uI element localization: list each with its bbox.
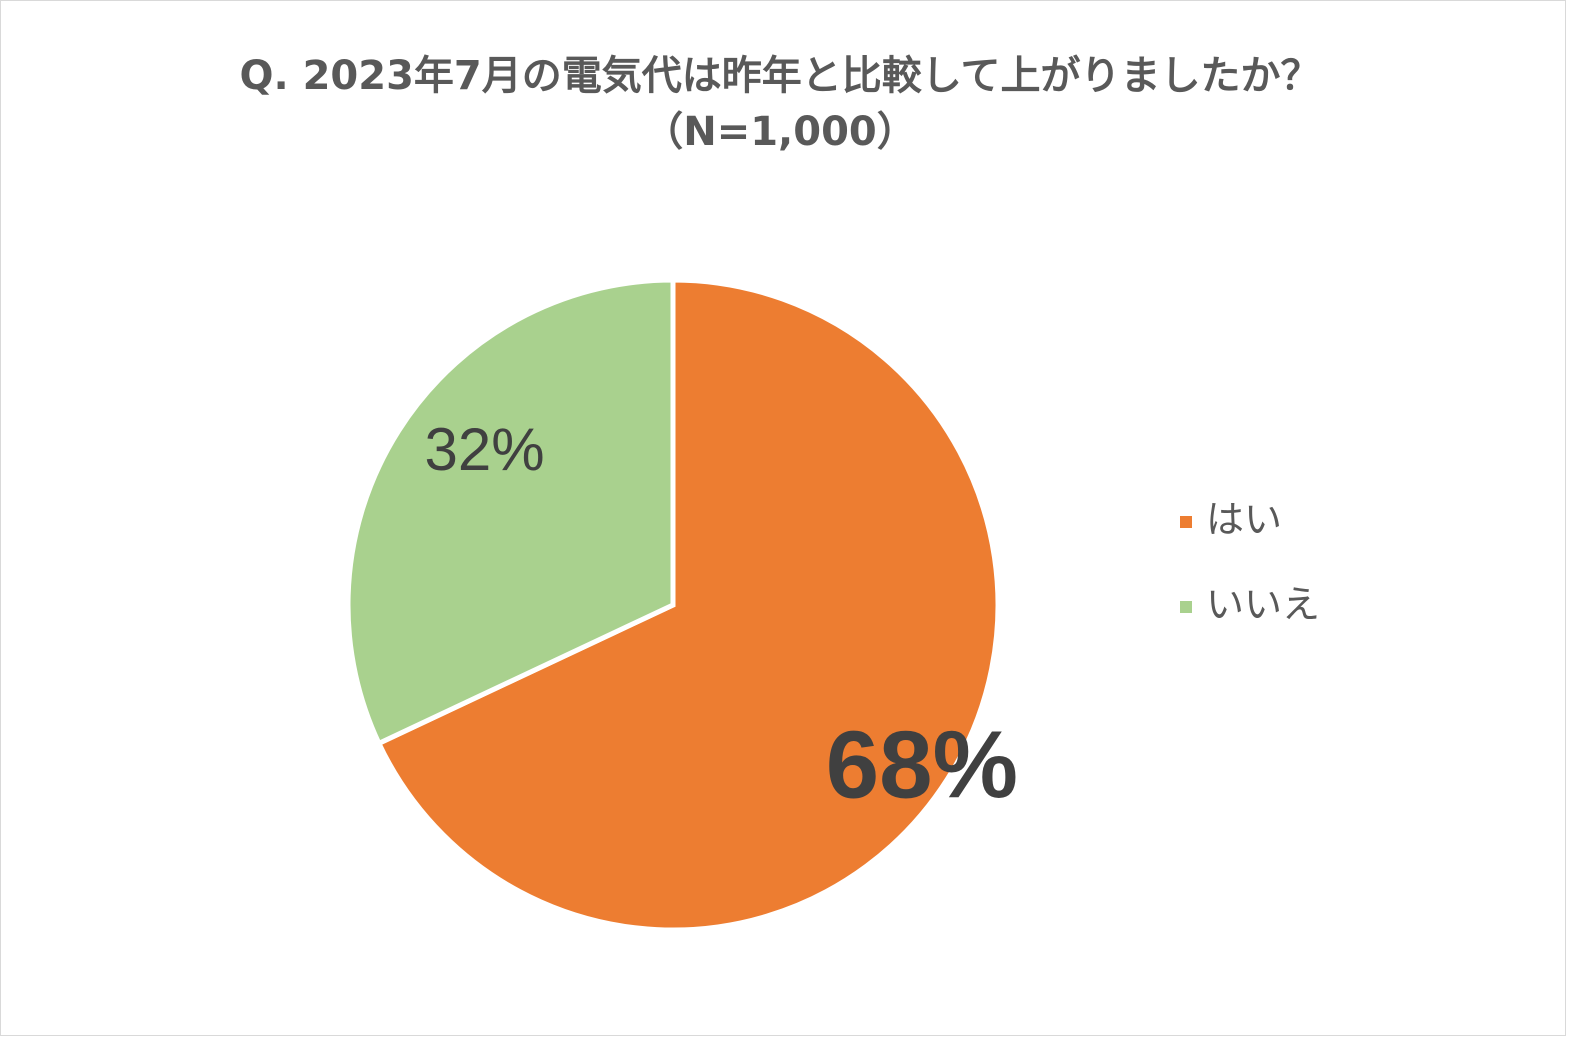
legend-label: はい: [1206, 498, 1282, 542]
legend-swatch: [1180, 601, 1192, 613]
pie-slice: [345, 277, 676, 747]
chart-title: Q. 2023年7月の電気代は昨年と比較して上がりましたか？（N=1,000）: [239, 53, 1321, 155]
legend-label: いいえ: [1206, 583, 1320, 627]
chart-frame: [0, 0, 1566, 1036]
pie-slice: [375, 277, 1001, 933]
legend-swatch: [1180, 516, 1192, 528]
data-label: 68%: [826, 712, 1018, 819]
data-label: 32%: [425, 416, 545, 483]
